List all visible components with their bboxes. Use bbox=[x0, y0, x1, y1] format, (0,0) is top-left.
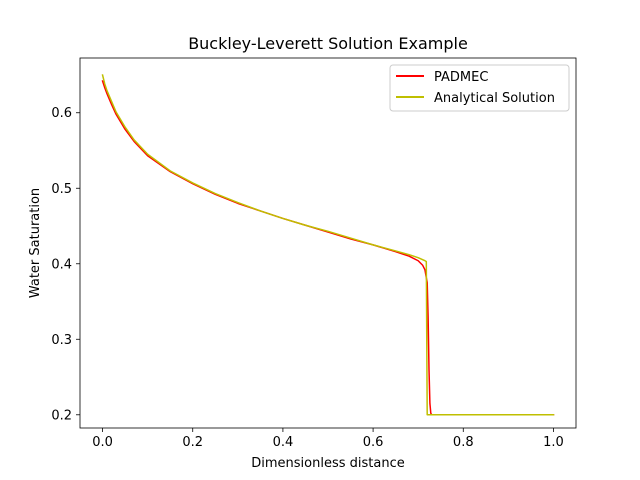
y-axis-ticks: 0.2 0.3 0.4 0.5 0.6 bbox=[51, 106, 80, 423]
chart-title: Buckley-Leverett Solution Example bbox=[188, 34, 468, 53]
x-tick-label: 0.0 bbox=[92, 435, 113, 450]
y-tick-label: 0.3 bbox=[51, 333, 72, 348]
plot-frame bbox=[79, 57, 577, 429]
x-tick-label: 0.4 bbox=[273, 435, 294, 450]
x-tick-label: 0.8 bbox=[453, 435, 474, 450]
legend-label-padmec: PADMEC bbox=[434, 70, 488, 85]
y-tick-label: 0.2 bbox=[51, 408, 72, 423]
y-tick-label: 0.6 bbox=[51, 106, 72, 121]
series-layer bbox=[101, 74, 555, 416]
y-tick-label: 0.4 bbox=[51, 257, 72, 272]
x-axis-label: Dimensionless distance bbox=[251, 456, 404, 471]
plot-area bbox=[79, 57, 577, 429]
series-line-analytical-solution bbox=[101, 74, 555, 416]
y-axis-label: Water Saturation bbox=[28, 188, 43, 298]
plot-background bbox=[80, 58, 576, 428]
legend-frame bbox=[389, 64, 570, 112]
legend: PADMEC Analytical Solution bbox=[389, 64, 570, 112]
x-tick-label: 0.6 bbox=[363, 435, 384, 450]
y-tick-label: 0.5 bbox=[51, 182, 72, 197]
x-tick-label: 0.2 bbox=[182, 435, 203, 450]
legend-label-analytical-solution: Analytical Solution bbox=[434, 91, 555, 106]
x-tick-label: 1.0 bbox=[543, 435, 564, 450]
x-axis-ticks: 0.0 0.2 0.4 0.6 0.8 1.0 bbox=[92, 428, 564, 450]
